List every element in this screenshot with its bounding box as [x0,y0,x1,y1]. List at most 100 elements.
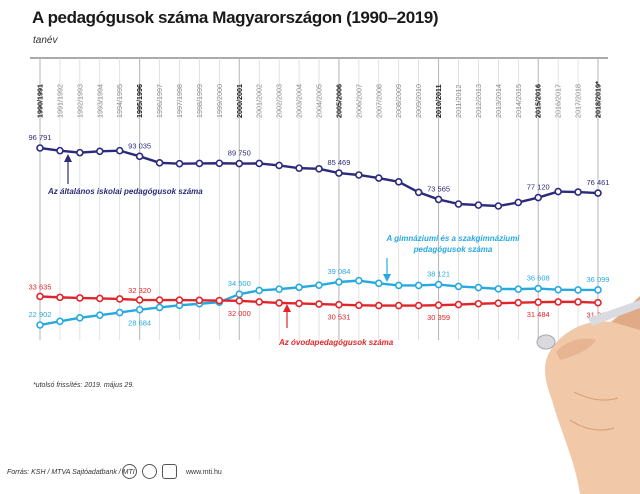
partner-logos [122,463,182,481]
data-point [534,284,543,293]
data-point [335,300,343,309]
x-tick-label: 2000/2001 [235,84,244,118]
data-point [95,311,104,319]
data-point [195,159,204,168]
x-tick-label: 1991/1992 [55,84,64,118]
data-point [554,187,562,196]
data-point [36,321,44,329]
data-point [295,299,303,308]
data-point [275,161,283,170]
data-point [355,171,363,179]
data-point [594,298,602,307]
data-point [76,148,84,157]
data-point [374,279,383,288]
data-point [335,169,343,177]
data-point [474,299,483,308]
data-point [295,283,303,292]
data-point [195,296,204,305]
data-point [76,314,84,322]
data-point [514,285,523,293]
data-point [155,303,164,312]
data-point [315,300,323,308]
data-label: 85 469 [327,158,350,167]
chart-title: A pedagógusok száma Magyarországon (1990… [32,8,439,27]
mti-logo-icon [142,464,157,480]
x-tick-label: 2008/2009 [394,84,403,118]
data-point [474,283,483,292]
data-point [574,298,582,306]
data-point [414,281,423,290]
data-point [295,164,303,172]
data-label: 38 121 [427,270,450,279]
series-layer [36,144,602,329]
data-point [594,286,602,294]
x-tick-label: 2012/2013 [474,84,483,118]
x-tick-label: 2010/2011 [434,84,443,118]
data-point [135,152,144,161]
hand-illustration [536,296,640,494]
data-point [115,146,124,155]
data-point [235,159,244,168]
data-point [374,174,383,182]
data-label: 93 035 [128,141,151,150]
x-tick-label: 2015/2016 [534,84,543,118]
data-point [175,296,184,304]
data-label: 89 750 [228,149,251,158]
data-point [394,178,403,186]
x-tick-label: 1993/1994 [95,84,104,118]
series-annotation: A gimnáziumi és a szakgimnáziumi pedagógu… [385,234,520,254]
data-point [56,293,64,302]
data-point [574,286,582,294]
x-tick-label: 1990/1991 [36,84,45,118]
data-label: 28 684 [128,319,151,328]
data-point [394,301,403,310]
data-label: 33 635 [29,282,52,291]
data-label: 32 320 [128,286,151,295]
x-tick-label: 2017/2018 [574,84,583,118]
x-tick-label: 1995/1996 [135,84,144,118]
data-point [494,202,503,210]
data-label: 39 084 [327,267,350,276]
x-tick-label: 1998/1999 [195,84,204,118]
data-point [255,286,264,295]
data-point [454,300,463,309]
data-point [574,188,582,196]
x-tick-label: 2013/2014 [494,84,503,118]
data-point [394,281,403,290]
data-point [374,301,383,310]
data-point [454,200,463,208]
data-point [255,159,264,168]
data-label: 96 791 [29,133,52,142]
x-tick-label: 2002/2003 [275,84,284,118]
data-point [135,305,144,314]
footnote: *utolsó frissítés: 2019. május 29. [33,382,135,389]
data-point [95,147,104,156]
data-label: 76 461 [587,178,610,187]
x-tick-label: 2005/2006 [334,84,343,118]
data-point [514,198,523,207]
data-point [414,301,423,310]
data-point [235,297,244,305]
data-point [56,146,64,155]
data-point [355,301,363,310]
data-label: 34 500 [228,279,251,288]
data-labels: 96 791 93 035 89 750 85 469 73 565 77 120 76 4… [29,133,610,328]
x-tick-label: 2006/2007 [354,84,363,118]
data-label: 32 000 [228,309,251,318]
data-point [36,144,44,152]
data-point [56,317,64,326]
data-point [315,164,323,173]
data-label: 36 608 [527,274,550,283]
data-point [275,299,283,307]
data-point [534,298,543,306]
data-point [215,159,224,168]
x-tick-label: 2007/2008 [374,84,383,118]
x-tick-label: 1992/1993 [75,84,84,118]
website-link[interactable]: www.mti.hu [186,469,222,476]
x-tick-label: 2016/2017 [554,84,563,118]
mtva-logo-icon [122,464,137,480]
annotation-arrowhead [64,154,72,162]
data-point [434,280,443,289]
data-point [594,189,602,197]
